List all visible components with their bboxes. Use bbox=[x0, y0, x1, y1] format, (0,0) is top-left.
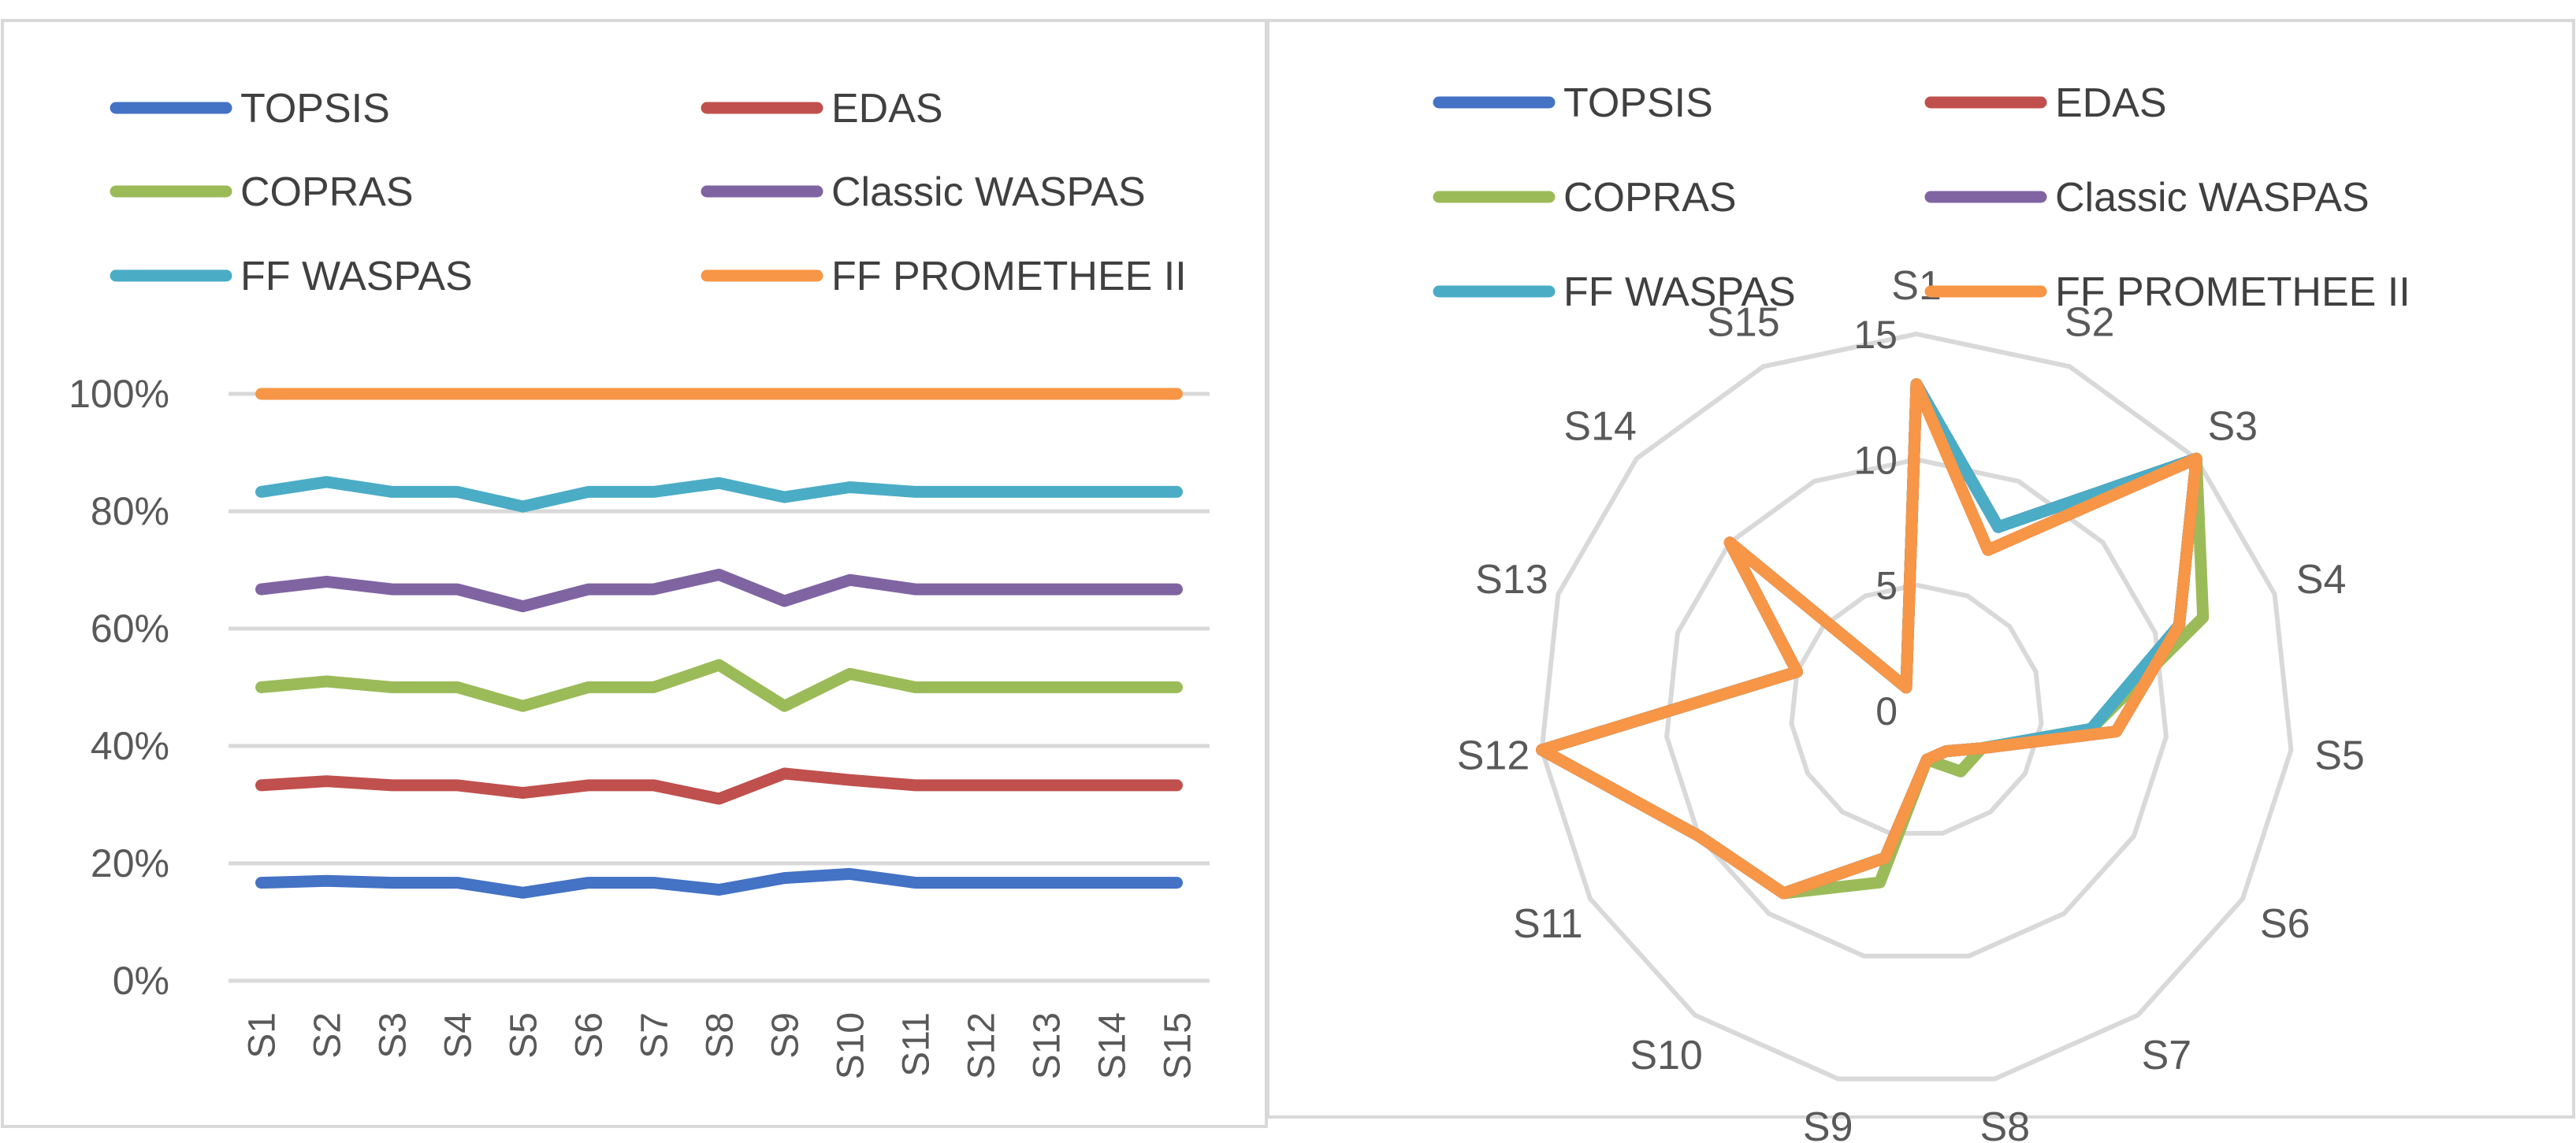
line-y-tick-label: 40% bbox=[91, 724, 169, 768]
line-chart-legend: TOPSIS EDAS COPRAS Classic WASPAS FF WASPAS F… bbox=[110, 86, 1187, 299]
radar-category-label: S2 bbox=[2065, 300, 2115, 346]
radar-category-label: S14 bbox=[1563, 404, 1637, 450]
radar-category-label: S6 bbox=[2260, 901, 2310, 947]
line-series-edas bbox=[255, 767, 1183, 805]
line-x-tick-label: S15 bbox=[1158, 1012, 1199, 1079]
line-series-topsis bbox=[255, 867, 1183, 899]
line-x-tick-label: S10 bbox=[831, 1012, 872, 1079]
line-x-tick-label: S12 bbox=[961, 1012, 1003, 1079]
radar-chart-series bbox=[1536, 378, 2210, 900]
radar-legend-label-ff-promethee-ii: FF PROMETHEE II bbox=[2055, 269, 2411, 315]
line-x-tick-label: S7 bbox=[634, 1012, 676, 1059]
line-series-ff-waspas bbox=[255, 476, 1183, 513]
line-x-tick-label: S1 bbox=[242, 1012, 284, 1059]
line-x-tick-label: S9 bbox=[765, 1012, 807, 1059]
line-chart-x-axis: S1 S2 S3 S4 S5 S6 S7 S8 S9 S10 S11 S12 S13 S14 S15 bbox=[242, 1012, 1199, 1079]
radar-category-label: S10 bbox=[1630, 1033, 1703, 1078]
line-chart-y-axis: 0% 20% 40% 60% 80% 100% bbox=[69, 372, 169, 1003]
radar-category-label: S8 bbox=[1979, 1104, 2030, 1143]
radar-legend-label-edas: EDAS bbox=[2055, 80, 2167, 126]
radar-r-tick-label: 0 bbox=[1875, 689, 1898, 733]
radar-series-ff-promethee-ii bbox=[1536, 378, 2202, 900]
radar-legend-label-ff-waspas: FF WASPAS bbox=[1563, 269, 1796, 315]
line-legend-label-topsis: TOPSIS bbox=[240, 86, 390, 132]
line-x-tick-label: S14 bbox=[1092, 1012, 1134, 1079]
radar-chart-gridlines bbox=[1539, 331, 2294, 1082]
line-chart-panel: 0% 20% 40% 60% 80% 100% S1 S2 S3 S4 S5 S6 S7 S8 S9 S10… bbox=[1, 19, 1268, 1128]
line-legend-label-copras: COPRAS bbox=[240, 169, 414, 215]
radar-category-label: S11 bbox=[1513, 901, 1583, 947]
radar-legend-label-copras: COPRAS bbox=[1563, 175, 1737, 221]
line-legend-label-classic-waspas: Classic WASPAS bbox=[831, 169, 1146, 215]
line-x-tick-label: S6 bbox=[569, 1012, 611, 1059]
line-x-tick-label: S13 bbox=[1027, 1012, 1069, 1079]
line-y-tick-label: 100% bbox=[69, 372, 169, 416]
line-legend-label-ff-promethee-ii: FF PROMETHEE II bbox=[831, 254, 1187, 299]
radar-category-label: S13 bbox=[1475, 557, 1548, 603]
line-x-tick-label: S3 bbox=[373, 1012, 414, 1059]
radar-r-tick-label: 5 bbox=[1875, 564, 1898, 608]
line-series-classic-waspas bbox=[255, 569, 1183, 613]
line-x-tick-label: S8 bbox=[700, 1012, 742, 1059]
radar-category-label: S12 bbox=[1457, 733, 1530, 778]
line-chart-series bbox=[255, 388, 1183, 899]
radar-chart-legend: TOPSIS EDAS COPRAS Classic WASPAS FF WASPAS F… bbox=[1433, 80, 2411, 315]
line-series-copras bbox=[255, 659, 1183, 712]
line-x-tick-label: S2 bbox=[307, 1012, 349, 1059]
radar-chart-radial-axis: 0 5 10 15 bbox=[1853, 313, 1898, 733]
radar-chart-frame bbox=[1266, 19, 2575, 1119]
radar-ring-10 bbox=[1664, 457, 2169, 959]
radar-legend-label-topsis: TOPSIS bbox=[1563, 80, 1713, 126]
radar-r-tick-label: 15 bbox=[1853, 313, 1898, 357]
radar-category-label: S9 bbox=[1803, 1104, 1853, 1143]
line-y-tick-label: 0% bbox=[113, 959, 169, 1003]
line-x-tick-label: S5 bbox=[504, 1012, 545, 1059]
line-y-tick-label: 60% bbox=[91, 607, 169, 651]
radar-category-label: S7 bbox=[2142, 1033, 2192, 1078]
line-x-tick-label: S4 bbox=[438, 1012, 480, 1059]
radar-r-tick-label: 10 bbox=[1853, 438, 1898, 482]
radar-ring-15 bbox=[1539, 331, 2294, 1082]
radar-legend-label-classic-waspas: Classic WASPAS bbox=[2055, 175, 2370, 221]
line-legend-label-ff-waspas: FF WASPAS bbox=[240, 254, 473, 299]
radar-category-label: S5 bbox=[2314, 733, 2365, 778]
radar-category-label: S15 bbox=[1707, 300, 1780, 346]
line-y-tick-label: 20% bbox=[91, 841, 169, 885]
line-chart-frame bbox=[1, 19, 1268, 1128]
radar-ring-5 bbox=[1789, 582, 2044, 836]
radar-category-label: S4 bbox=[2296, 557, 2347, 603]
line-y-tick-label: 80% bbox=[91, 489, 169, 533]
radar-category-label: S3 bbox=[2207, 404, 2258, 450]
line-x-tick-label: S11 bbox=[896, 1012, 938, 1077]
line-legend-label-edas: EDAS bbox=[831, 86, 943, 132]
